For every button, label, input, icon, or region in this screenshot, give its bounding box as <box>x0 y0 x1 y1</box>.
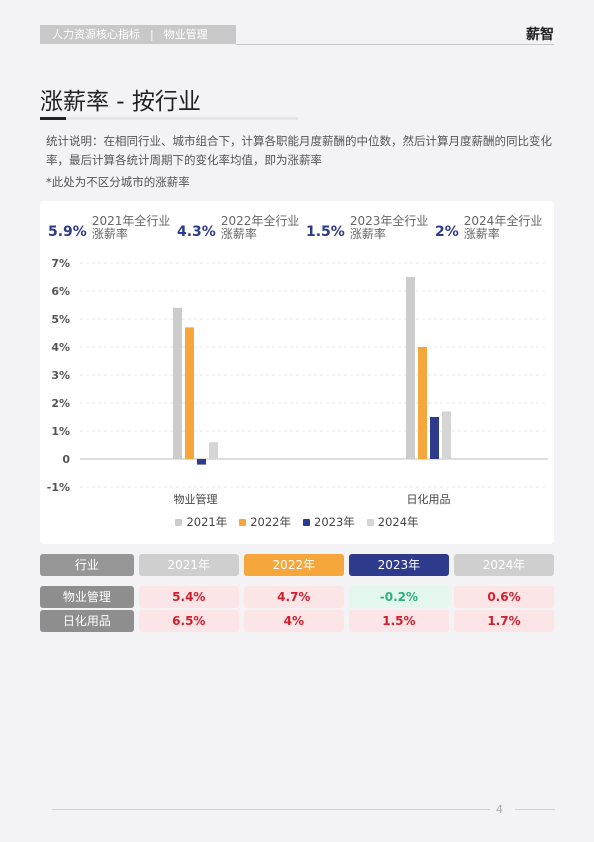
legend-label: 2022年 <box>250 515 291 529</box>
bar <box>197 459 206 465</box>
legend-swatch <box>239 518 247 526</box>
bar-chart: 7% 6% 5% 4% 3% 2% 1% 0 -1% 物业管理 日化用品 <box>47 257 548 506</box>
stat-value: 2% <box>435 224 459 240</box>
bar <box>430 417 439 459</box>
footer-rule-right <box>515 809 555 810</box>
stat-value: 1.5% <box>306 224 345 240</box>
stat-label-2: 涨薪率 <box>91 227 128 241</box>
table-cell: 6.5% <box>138 610 239 632</box>
description: 统计说明：在相同行业、城市组合下，计算各职能月度薪酬的中位数，然后计算月度薪酬的… <box>46 134 552 167</box>
data-table: 行业 2021年 2022年 2023年 2024年 物业管理 5.4% 4.7… <box>40 554 554 632</box>
table-cell: -0.2% <box>348 586 449 608</box>
header-separator: | <box>150 28 154 41</box>
stat-label: 2024年全行业 <box>463 214 543 228</box>
y-tick-label: 0 <box>62 453 70 466</box>
table-cell: 4% <box>243 610 344 632</box>
table-cell: 1.5% <box>348 610 449 632</box>
table-cell: 1.7% <box>453 610 554 632</box>
legend-label: 2024年 <box>377 515 419 529</box>
footer-rule-left <box>52 809 490 810</box>
stat-label-2: 涨薪率 <box>463 227 500 241</box>
table-row: 日化用品 6.5% 4% 1.5% 1.7% <box>40 610 554 632</box>
bar <box>173 307 182 459</box>
chart-legend: 2021年 2022年 2023年 2024年 <box>40 514 554 530</box>
table-row-label: 物业管理 <box>40 586 134 608</box>
legend-item-2023: 2023年 <box>303 514 355 530</box>
y-tick-label: 3% <box>51 369 70 382</box>
stat-label-2: 涨薪率 <box>220 227 257 241</box>
title-underline <box>40 117 298 120</box>
legend-item-2022: 2022年 <box>239 514 291 530</box>
legend-item-2024: 2024年 <box>366 514 419 530</box>
page-title: 涨薪率 - 按行业 <box>40 89 201 115</box>
stat-label: 2021年全行业 <box>91 214 171 228</box>
table-row: 物业管理 5.4% 4.7% -0.2% 0.6% <box>40 586 554 610</box>
y-tick-label: 6% <box>51 285 70 298</box>
table-header-2021: 2021年 <box>138 554 239 576</box>
header-section-tab: 人力资源核心指标 | 物业管理 <box>40 25 236 44</box>
header-section: 人力资源核心指标 <box>52 28 140 41</box>
legend-swatch <box>175 518 183 526</box>
header-rule <box>236 44 554 45</box>
legend-item-2021: 2021年 <box>175 514 227 530</box>
stat-value: 5.9% <box>48 224 87 240</box>
y-tick-label: 1% <box>51 425 70 438</box>
legend-label: 2021年 <box>186 515 228 529</box>
x-tick-label: 物业管理 <box>174 492 218 506</box>
bar <box>209 442 218 459</box>
table-cell: 4.7% <box>243 586 344 608</box>
legend-swatch <box>303 518 310 526</box>
table-row-label: 日化用品 <box>40 610 134 632</box>
y-tick-label: -1% <box>47 481 70 494</box>
y-tick-label: 2% <box>51 397 70 410</box>
y-tick-label: 7% <box>51 257 70 270</box>
stat-label: 2023年全行业 <box>349 214 429 228</box>
stat-2024: 2% 2024年全行业 涨薪率 <box>435 215 542 241</box>
y-tick-label: 4% <box>51 341 70 354</box>
table-header-2023: 2023年 <box>348 554 449 576</box>
table-header-row: 行业 2021年 2022年 2023年 2024年 <box>40 554 554 576</box>
bar <box>185 327 194 459</box>
y-tick-label: 5% <box>51 313 70 326</box>
table-header-industry: 行业 <box>40 554 134 576</box>
stat-label: 2022年全行业 <box>220 214 300 228</box>
brand-logo: 薪智 <box>526 27 554 43</box>
stat-2023: 1.5% 2023年全行业 涨薪率 <box>306 215 428 241</box>
chart-card: 5.9% 2021年全行业 涨薪率 4.3% 2022年全行业 涨薪率 1.5% 2… <box>40 201 554 544</box>
table-header-2022: 2022年 <box>243 554 344 576</box>
x-tick-label: 日化用品 <box>407 492 451 506</box>
table-cell: 0.6% <box>453 586 554 608</box>
legend-label: 2023年 <box>314 515 355 529</box>
stat-label-2: 涨薪率 <box>349 227 386 241</box>
table-header-2024: 2024年 <box>453 554 554 576</box>
bar <box>406 277 415 459</box>
note: *此处为不区分城市的涨薪率 <box>46 175 190 189</box>
title-underline-accent <box>40 117 66 120</box>
stat-value: 4.3% <box>177 224 216 240</box>
table-cell: 5.4% <box>138 586 239 608</box>
bar <box>418 347 427 459</box>
stat-2021: 5.9% 2021年全行业 涨薪率 <box>48 215 170 241</box>
header-category: 物业管理 <box>163 28 208 41</box>
legend-swatch <box>366 518 374 526</box>
bar <box>442 411 451 459</box>
stat-2022: 4.3% 2022年全行业 涨薪率 <box>177 215 299 241</box>
page-number: 4 <box>496 803 503 816</box>
